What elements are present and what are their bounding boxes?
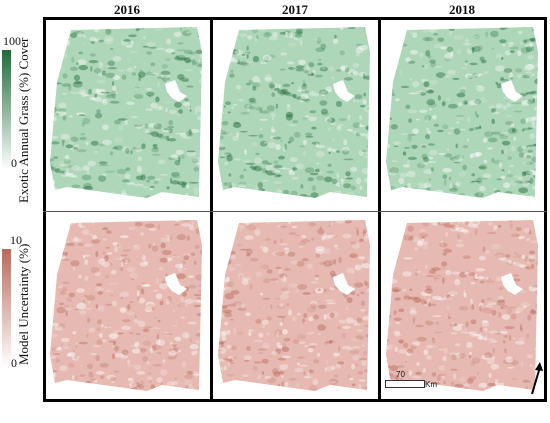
- column-year-2016: 2016: [114, 2, 140, 17]
- column-year-2018: 2018: [449, 2, 475, 17]
- panel-divider-2: [378, 17, 381, 402]
- cover-colorbar-min: 0: [11, 156, 17, 170]
- panel-divider-1: [210, 17, 213, 402]
- cover-axis-label: Exotic Annual Grass (%) Cover: [16, 37, 31, 203]
- uncertainty-axis-label: Model Uncertainty (%): [16, 243, 31, 365]
- cover-map-2016: [50, 27, 202, 198]
- column-year-2017: 2017: [282, 2, 308, 17]
- uncertainty-map-2016: [50, 220, 202, 391]
- uncertainty-map-2018: [386, 220, 538, 391]
- uncertainty-map-2017: [218, 220, 370, 391]
- uncertainty-colorbar-min: 0: [11, 356, 17, 370]
- panel-frame: [43, 17, 547, 402]
- cover-map-2018: [386, 27, 538, 198]
- north-arrow-icon: [531, 362, 543, 395]
- uncertainty-colorbar: [2, 249, 11, 367]
- scalebar-value: 70: [396, 370, 405, 379]
- cover-colorbar: [2, 50, 11, 170]
- cover-colorbar-max: 100: [3, 34, 21, 48]
- scalebar: [385, 380, 425, 388]
- cover-map-2017: [218, 27, 370, 198]
- scalebar-unit: Km: [425, 380, 437, 389]
- panel-divider-row: [43, 211, 547, 212]
- uncertainty-colorbar-max: 10: [10, 233, 22, 247]
